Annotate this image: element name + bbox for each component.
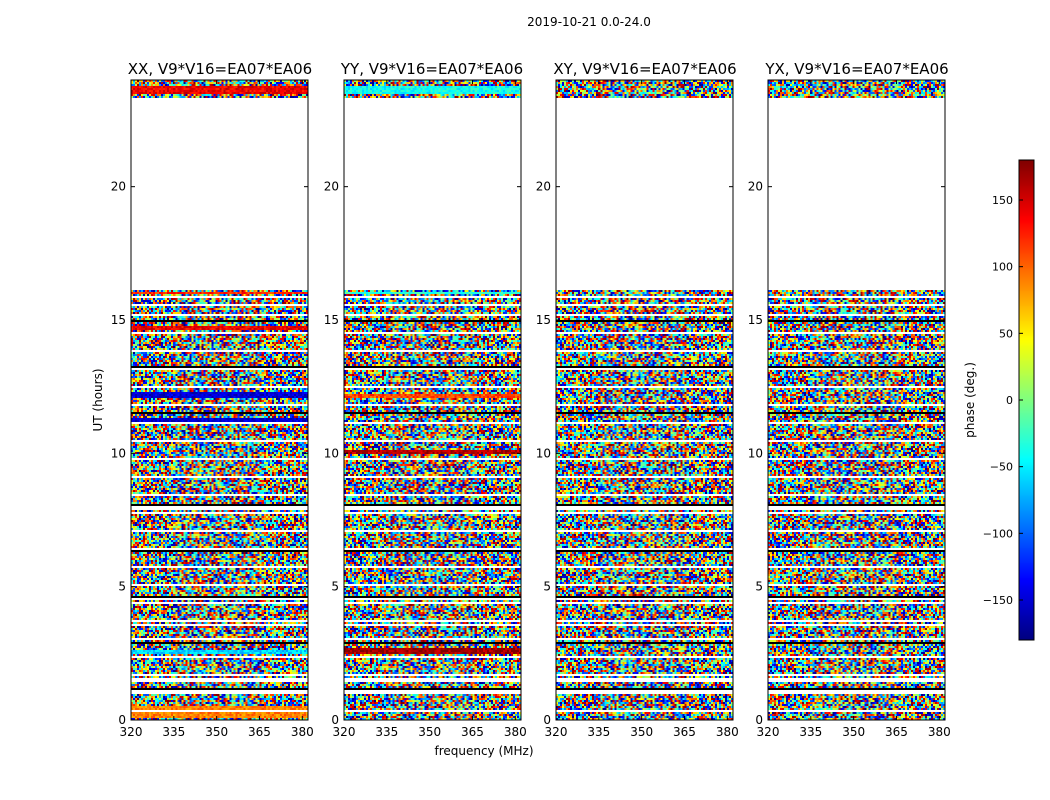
panel-xx-waterfall [131, 80, 308, 720]
y-axis-label: UT (hours) [91, 368, 105, 431]
panel-xx-frame [130, 79, 309, 721]
y-tick-label: 5 [755, 580, 763, 594]
x-tick-label: 335 [799, 725, 822, 739]
y-tick-label: 10 [536, 446, 551, 460]
y-tick-label: 15 [536, 313, 551, 327]
x-tick-label: 380 [291, 725, 314, 739]
figure-suptitle: 2019-10-21 0.0-24.0 [527, 15, 651, 29]
colorbar-gradient [1019, 160, 1034, 640]
x-tick-label: 350 [630, 725, 653, 739]
y-tick-label: 20 [324, 180, 339, 194]
y-tick-label: 15 [748, 313, 763, 327]
y-tick-label: 10 [111, 446, 126, 460]
y-tick-label: 5 [543, 580, 551, 594]
y-tick-label: 10 [324, 446, 339, 460]
y-tick-label: 20 [536, 180, 551, 194]
colorbar-tick-label: 0 [1006, 394, 1013, 407]
panel-yx [768, 80, 945, 720]
y-tick-label: 5 [118, 580, 126, 594]
x-axis-label: frequency (MHz) [434, 744, 533, 758]
y-tick-label: 0 [118, 713, 126, 727]
panel-xy-waterfall [556, 80, 733, 720]
x-tick-label: 380 [504, 725, 527, 739]
x-tick-label: 365 [461, 725, 484, 739]
x-tick-label: 350 [205, 725, 228, 739]
x-tick-label: 350 [842, 725, 865, 739]
colorbar-tick-label: −50 [990, 461, 1013, 474]
panel-yy [344, 80, 521, 720]
panel-xy [556, 80, 733, 720]
x-tick-label: 365 [248, 725, 271, 739]
x-tick-label: 365 [885, 725, 908, 739]
panel-title-yx: YX, V9*V16=EA07*EA06 [764, 60, 948, 78]
x-tick-label: 380 [928, 725, 951, 739]
panel-title-xx: XX, V9*V16=EA07*EA06 [128, 60, 312, 78]
y-tick-label: 0 [755, 713, 763, 727]
panel-xx [131, 80, 308, 720]
y-tick-label: 0 [331, 713, 339, 727]
y-tick-label: 10 [748, 446, 763, 460]
colorbar-ticks: 150 100 50 0 −50 −100 −150 [983, 194, 1023, 607]
panel-title-xy: XY, V9*V16=EA07*EA06 [553, 60, 736, 78]
x-tick-label: 380 [716, 725, 739, 739]
y-tick-label: 15 [111, 313, 126, 327]
colorbar-tick-label: −100 [983, 527, 1013, 540]
x-tick-label: 365 [673, 725, 696, 739]
y-tick-label: 0 [543, 713, 551, 727]
x-tick-label: 320 [120, 725, 143, 739]
panel-yx-frame [767, 79, 946, 721]
panel-title-yy: YY, V9*V16=EA07*EA06 [340, 60, 523, 78]
y-tick-label: 15 [324, 313, 339, 327]
colorbar-tick-label: 100 [992, 261, 1013, 274]
colorbar-tick-label: 50 [999, 327, 1013, 340]
y-tick-label: 5 [331, 580, 339, 594]
panel-yx-waterfall [768, 80, 945, 720]
colorbar-tick-label: 150 [992, 194, 1013, 207]
axis-ticks: 320 335 350 365 380 0 5 10 15 20 320 335 350 365 380 0 5… [111, 80, 951, 739]
x-tick-label: 320 [545, 725, 568, 739]
x-tick-label: 350 [418, 725, 441, 739]
x-tick-label: 320 [757, 725, 780, 739]
panel-yy-waterfall [344, 80, 521, 720]
x-tick-label: 335 [375, 725, 398, 739]
x-tick-label: 335 [587, 725, 610, 739]
colorbar-label: phase (deg.) [963, 362, 977, 438]
y-tick-label: 20 [111, 180, 126, 194]
panel-xy-frame [555, 79, 734, 721]
x-tick-label: 335 [162, 725, 185, 739]
x-tick-label: 320 [333, 725, 356, 739]
panel-yy-frame [343, 79, 522, 721]
y-tick-label: 20 [748, 180, 763, 194]
colorbar-tick-label: −150 [983, 594, 1013, 607]
